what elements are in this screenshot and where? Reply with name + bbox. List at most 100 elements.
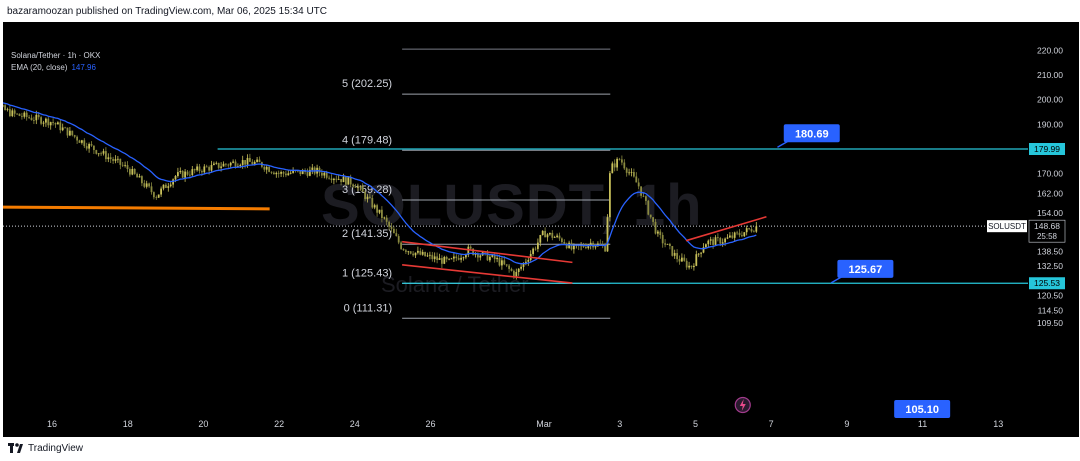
candle bbox=[594, 246, 597, 248]
candle bbox=[453, 256, 455, 259]
candle bbox=[311, 167, 314, 170]
candle bbox=[649, 214, 652, 218]
candle bbox=[18, 113, 21, 116]
candle bbox=[623, 162, 626, 169]
candle bbox=[3, 105, 4, 107]
price-callout bbox=[783, 124, 840, 143]
price-callout bbox=[894, 400, 951, 418]
candle bbox=[328, 177, 330, 179]
candle bbox=[131, 168, 134, 175]
fib-level-label: 4 (179.48) bbox=[342, 134, 392, 146]
candle bbox=[724, 238, 726, 243]
fib-level-label: 2 (141.35) bbox=[342, 228, 392, 240]
candle bbox=[61, 127, 64, 131]
candle bbox=[133, 168, 136, 174]
candle bbox=[57, 122, 59, 125]
candle bbox=[517, 268, 520, 273]
candle bbox=[169, 184, 172, 187]
candle bbox=[685, 260, 688, 268]
candle bbox=[203, 166, 206, 173]
candle bbox=[287, 173, 290, 176]
candle bbox=[438, 258, 441, 261]
tradingview-logo[interactable]: TradingView bbox=[8, 442, 83, 454]
candle bbox=[35, 114, 38, 121]
candle bbox=[678, 259, 681, 262]
candle bbox=[664, 243, 666, 245]
candle bbox=[73, 135, 76, 137]
candle bbox=[366, 196, 369, 200]
old-level-line bbox=[3, 205, 270, 211]
candle bbox=[210, 164, 213, 171]
candle bbox=[606, 217, 609, 252]
candle bbox=[753, 231, 755, 233]
candle bbox=[741, 235, 743, 237]
candle bbox=[731, 235, 734, 238]
candle bbox=[289, 172, 292, 174]
time-axis-tick: 11 bbox=[918, 419, 927, 429]
time-axis-tick: 20 bbox=[198, 419, 208, 429]
candle bbox=[561, 238, 563, 242]
price-callout bbox=[837, 259, 894, 278]
candle bbox=[285, 173, 287, 176]
candle bbox=[155, 197, 158, 198]
candle bbox=[174, 176, 177, 180]
candle bbox=[515, 272, 518, 277]
publisher-line: bazaramoozan published on TradingView.co… bbox=[7, 6, 328, 17]
candle bbox=[417, 250, 419, 253]
candle bbox=[246, 157, 249, 165]
candle bbox=[376, 205, 378, 213]
candle bbox=[414, 252, 417, 256]
candle bbox=[673, 253, 676, 256]
candle bbox=[683, 257, 686, 261]
chart-area[interactable]: SOLUSDT, 1h Solana / Tether 16 18 20 22 24 26… bbox=[3, 22, 1079, 437]
candle bbox=[546, 234, 549, 238]
candle bbox=[150, 186, 153, 193]
candle bbox=[217, 162, 220, 168]
price-axis-tick: 114.50 bbox=[1038, 305, 1064, 315]
candle bbox=[510, 268, 513, 271]
candle bbox=[97, 153, 100, 155]
candle bbox=[369, 196, 371, 198]
symbol-badge bbox=[987, 220, 1027, 233]
candle bbox=[342, 176, 345, 183]
candle bbox=[433, 256, 436, 260]
candle bbox=[443, 256, 446, 264]
price-axis-tick: 190.00 bbox=[1037, 119, 1063, 129]
candle bbox=[405, 250, 407, 252]
candle bbox=[750, 229, 753, 232]
candle bbox=[323, 172, 326, 176]
candle bbox=[534, 248, 537, 250]
candle bbox=[145, 183, 148, 187]
candle bbox=[503, 260, 506, 265]
candle bbox=[162, 184, 165, 189]
candle bbox=[179, 170, 182, 173]
candle bbox=[234, 161, 237, 167]
key-level-price-badge bbox=[1029, 277, 1065, 290]
candle bbox=[426, 255, 429, 257]
candle bbox=[193, 169, 196, 171]
candle bbox=[354, 186, 357, 188]
candle bbox=[148, 183, 150, 187]
candle bbox=[352, 184, 354, 187]
candle bbox=[95, 150, 98, 154]
candle bbox=[558, 235, 561, 239]
candle bbox=[736, 232, 738, 234]
candle bbox=[496, 257, 498, 260]
candle bbox=[467, 246, 470, 255]
fib-level-label: 1 (125.43) bbox=[342, 267, 392, 279]
candle bbox=[635, 176, 638, 183]
candle bbox=[457, 258, 460, 260]
candle bbox=[306, 171, 309, 176]
candle bbox=[117, 158, 119, 160]
candle bbox=[570, 242, 573, 250]
candle bbox=[335, 178, 338, 180]
candle bbox=[241, 160, 244, 165]
candle bbox=[409, 251, 412, 254]
candle bbox=[263, 166, 266, 170]
key-level-price-text: 179.99 bbox=[1034, 144, 1060, 154]
candle bbox=[707, 240, 710, 245]
time-axis-tick: 24 bbox=[350, 419, 360, 429]
legend-ema-value: 147.96 bbox=[71, 63, 96, 72]
candle bbox=[719, 237, 722, 244]
price-chart[interactable]: 16 18 20 22 24 26 Mar 3 5 7 9 11 13 220.00 210.00 200.0… bbox=[3, 22, 1079, 437]
